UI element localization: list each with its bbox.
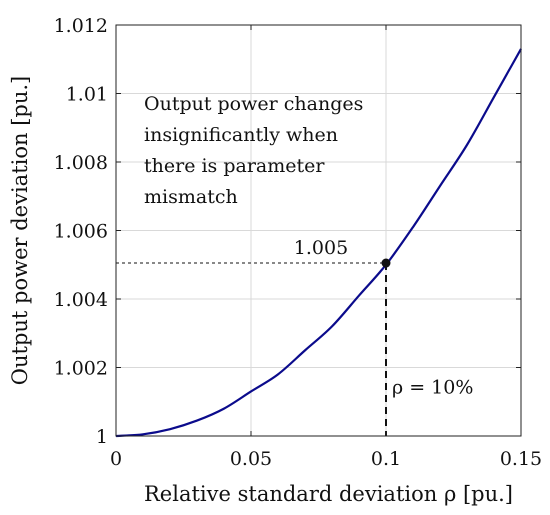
x-tick-label: 0.1 [371,448,401,470]
annotation-line: mismatch [144,186,238,208]
tick-layer: 0 0.05 0.1 0.15 1 1.002 1.004 1.006 1.008 1.01 1.0… [54,15,543,470]
x-tick-label: 0 [110,448,122,470]
guide-layer [116,262,387,436]
y-tick-label: 1.008 [54,152,108,174]
series-line [115,48,522,438]
y-tick-label: 1.004 [54,289,108,311]
annotation-line: insignificantly when [144,124,338,146]
x-tick-label: 0.15 [500,448,542,470]
marker-point [381,258,391,268]
series-layer [115,48,522,438]
annotation-line: there is parameter [144,155,325,177]
x-tick-label: 0.05 [230,448,272,470]
annotation-line: Output power changes [144,93,363,115]
marker-value-label: 1.005 [294,237,348,259]
marker-x-label: ρ = 10% [392,376,473,398]
x-axis-label: Relative standard deviation ρ [pu.] [144,482,513,506]
grid-layer [115,24,522,437]
y-tick-label: 1.012 [54,15,108,37]
y-tick-label: 1.002 [54,358,108,380]
annotation-text: Output power changes insignificantly when… [144,93,363,208]
y-axis-label: Output power deviation [pu.] [8,76,32,385]
y-tick-label: 1 [96,426,108,448]
y-tick-label: 1.01 [66,84,108,106]
y-tick-label: 1.006 [54,221,108,243]
